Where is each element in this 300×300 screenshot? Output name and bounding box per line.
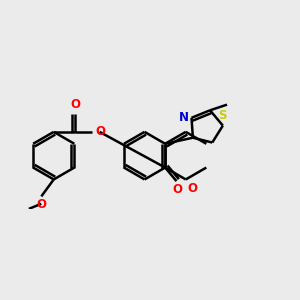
Text: S: S — [219, 109, 227, 122]
Text: O: O — [36, 198, 46, 211]
Text: O: O — [172, 183, 183, 196]
Text: O: O — [188, 182, 197, 195]
Text: O: O — [70, 98, 80, 112]
Text: N: N — [179, 111, 189, 124]
Text: O: O — [95, 125, 105, 138]
